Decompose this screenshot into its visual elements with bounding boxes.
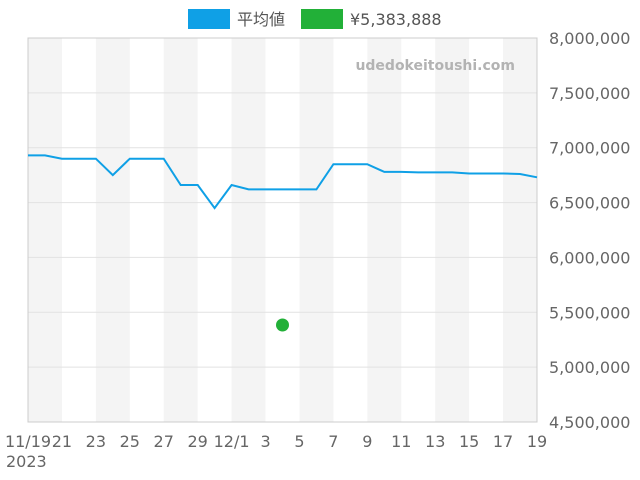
watermark: udedokeitoushi.com bbox=[355, 58, 515, 74]
x-tick-label: 13 bbox=[425, 432, 445, 451]
background-band bbox=[367, 38, 402, 422]
y-tick-label: 5,500,000 bbox=[549, 303, 630, 322]
x-tick-label: 27 bbox=[154, 432, 174, 451]
y-tick-label: 6,500,000 bbox=[549, 194, 630, 213]
legend-swatch-average bbox=[188, 9, 230, 29]
x-tick-label: 15 bbox=[459, 432, 479, 451]
x-axis-ticks: 11/19 21 23 25 27 29 12/1 3 5 7 9 11 13 15 17 19 bbox=[5, 432, 547, 451]
y-tick-label: 8,000,000 bbox=[549, 29, 630, 48]
y-tick-label: 7,000,000 bbox=[549, 139, 630, 158]
background-band bbox=[28, 38, 62, 422]
x-tick-label: 5 bbox=[294, 432, 304, 451]
y-tick-label: 5,000,000 bbox=[549, 358, 630, 377]
legend-label-average: 平均値 bbox=[237, 10, 285, 29]
gridlines bbox=[28, 37, 537, 423]
legend-label-price: ¥5,383,888 bbox=[350, 10, 442, 29]
x-tick-label: 11 bbox=[391, 432, 411, 451]
legend-swatch-price bbox=[301, 9, 343, 29]
background-band bbox=[163, 38, 198, 422]
y-tick-label: 6,000,000 bbox=[549, 248, 630, 267]
x-tick-label: 17 bbox=[493, 432, 513, 451]
background-band bbox=[503, 38, 537, 422]
price-points bbox=[276, 318, 289, 332]
x-axis-year-label: 2023 bbox=[6, 452, 47, 471]
background-band bbox=[435, 38, 470, 422]
background-band bbox=[95, 38, 130, 422]
x-tick-label: 3 bbox=[260, 432, 270, 451]
background-band bbox=[231, 38, 266, 422]
legend: 平均値 ¥5,383,888 bbox=[188, 9, 442, 29]
y-axis-ticks: 4,500,000 5,000,000 5,500,000 6,000,000 6,50… bbox=[549, 29, 630, 432]
y-tick-label: 4,500,000 bbox=[549, 413, 630, 432]
plot-frame bbox=[27, 37, 538, 423]
x-tick-label: 11/19 bbox=[5, 432, 51, 451]
background-bands bbox=[28, 38, 537, 422]
average-price-line bbox=[28, 154, 538, 210]
average-line-series bbox=[28, 154, 538, 210]
y-tick-label: 7,500,000 bbox=[549, 84, 630, 103]
x-tick-label: 12/1 bbox=[214, 432, 250, 451]
x-tick-label: 9 bbox=[362, 432, 372, 451]
price-point bbox=[276, 318, 289, 332]
background-band bbox=[299, 38, 334, 422]
x-tick-label: 19 bbox=[527, 432, 547, 451]
x-tick-label: 29 bbox=[187, 432, 207, 451]
x-tick-label: 7 bbox=[328, 432, 338, 451]
x-tick-label: 25 bbox=[120, 432, 140, 451]
x-tick-label: 21 bbox=[52, 432, 72, 451]
x-tick-label: 23 bbox=[86, 432, 106, 451]
